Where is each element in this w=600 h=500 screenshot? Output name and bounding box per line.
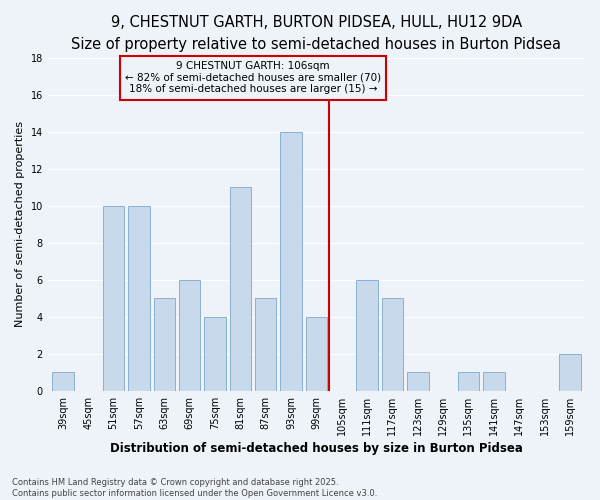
Bar [128,206,150,391]
Bar [356,280,378,391]
Bar [305,317,327,391]
Text: Contains HM Land Registry data © Crown copyright and database right 2025.
Contai: Contains HM Land Registry data © Crown c… [12,478,377,498]
Bar [280,132,302,391]
Bar [52,372,74,391]
Title: 9, CHESTNUT GARTH, BURTON PIDSEA, HULL, HU12 9DA
Size of property relative to se: 9, CHESTNUT GARTH, BURTON PIDSEA, HULL, … [71,15,562,52]
Bar [458,372,479,391]
Bar [483,372,505,391]
Bar [179,280,200,391]
Y-axis label: Number of semi-detached properties: Number of semi-detached properties [15,121,25,327]
Bar [230,187,251,391]
Bar [204,317,226,391]
Bar [103,206,124,391]
Bar [407,372,428,391]
X-axis label: Distribution of semi-detached houses by size in Burton Pidsea: Distribution of semi-detached houses by … [110,442,523,455]
Text: 9 CHESTNUT GARTH: 106sqm
← 82% of semi-detached houses are smaller (70)
18% of s: 9 CHESTNUT GARTH: 106sqm ← 82% of semi-d… [125,61,381,94]
Bar [255,298,277,391]
Bar [382,298,403,391]
Bar [154,298,175,391]
Bar [559,354,581,391]
